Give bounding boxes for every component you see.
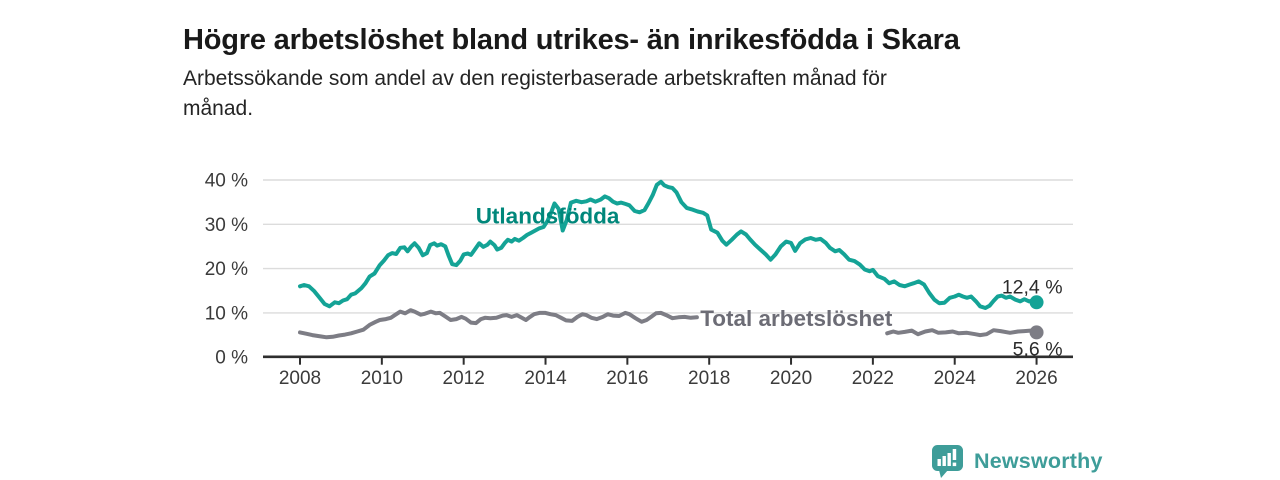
- y-tick-label: 40 %: [205, 171, 248, 192]
- subtitle-line-2: månad.: [183, 97, 254, 120]
- subtitle-line-1: Arbetssökande som andel av den registerb…: [183, 67, 887, 90]
- total-arbetsl-shet-end-dot: [1029, 325, 1044, 340]
- logo-bubble-tail: [939, 470, 948, 478]
- utlandsf-dda-line: [298, 179, 1039, 310]
- x-tick-label: 2026: [1015, 368, 1057, 389]
- y-tick-label: 0 %: [215, 348, 248, 369]
- total-arbetsl-shet-line: [885, 328, 1039, 338]
- logo-exclamation-bar: [952, 449, 957, 460]
- x-tick-label: 2014: [524, 368, 567, 389]
- newsworthy-logo-icon: [932, 445, 963, 478]
- x-tick-label: 2018: [688, 368, 730, 389]
- total-arbetsl-shet-line: [298, 308, 699, 340]
- utlandsf-dda-series-label: Utlandsfödda: [476, 203, 620, 228]
- x-tick-label: 2008: [279, 368, 321, 389]
- y-tick-label: 20 %: [205, 259, 248, 280]
- logo-bar-tall: [947, 453, 951, 466]
- y-tick-label: 30 %: [205, 215, 248, 236]
- utlandsf-dda-end-value-label: 12,4 %: [1002, 276, 1063, 298]
- x-tick-label: 2012: [443, 368, 485, 389]
- total-arbetsl-shet-series-label: Total arbetslöshet: [700, 306, 893, 331]
- logo-bar-small: [937, 459, 941, 466]
- x-tick-label: 2022: [852, 368, 894, 389]
- y-tick-label: 10 %: [205, 303, 248, 324]
- total-arbetsl-shet-end-value-label: 5,6 %: [1013, 338, 1063, 360]
- page-title: Högre arbetslöshet bland utrikes- än inr…: [183, 24, 960, 57]
- utlandsf-dda-end-dot: [1029, 295, 1044, 310]
- newsworthy-logo-text: Newsworthy: [974, 449, 1103, 473]
- logo-bar-medium: [942, 456, 946, 466]
- newsworthy-logo[interactable]: Newsworthy: [931, 444, 1103, 479]
- x-tick-label: 2024: [934, 368, 977, 389]
- page-subtitle: Arbetssökande som andel av den registerb…: [183, 64, 887, 124]
- x-tick-label: 2020: [770, 368, 812, 389]
- logo-exclamation-dot: [952, 462, 957, 467]
- x-tick-label: 2016: [606, 368, 648, 389]
- x-tick-label: 2010: [361, 368, 403, 389]
